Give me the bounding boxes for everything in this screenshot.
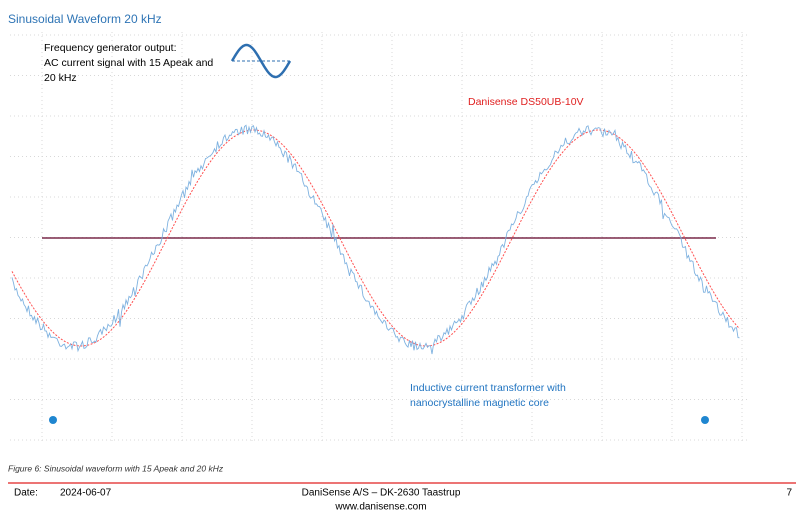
company: DaniSense A/S – DK-2630 Taastrup [302, 488, 461, 499]
cursor-dot [701, 416, 709, 424]
sensor-trace [11, 129, 740, 347]
transformer-label: Inductive current transformer with [410, 382, 566, 394]
transformer-label: nanocrystalline magnetic core [410, 397, 549, 409]
title: Sinusoidal Waveform 20 kHz [8, 12, 162, 26]
date: 2024-06-07 [60, 488, 112, 499]
note-line: Frequency generator output: [44, 42, 177, 54]
sensor-label: Danisense DS50UB-10V [468, 96, 584, 108]
generator-note: Frequency generator output: AC current s… [44, 42, 213, 84]
scope-area [8, 30, 752, 444]
date-label: Date: [14, 488, 38, 499]
sine-icon [230, 43, 292, 79]
footer: Date: 2024-06-07 DaniSense A/S – DK-2630… [14, 488, 792, 513]
cursor-dot [49, 416, 57, 424]
note-line: AC current signal with 15 Apeak and [44, 57, 213, 69]
transformer-trace [11, 124, 740, 355]
caption: Figure 6: Sinusoidal waveform with 15 Ap… [8, 463, 224, 473]
note-line: 20 kHz [44, 72, 77, 84]
website: www.danisense.com [334, 502, 426, 513]
page-number: 7 [786, 488, 792, 499]
